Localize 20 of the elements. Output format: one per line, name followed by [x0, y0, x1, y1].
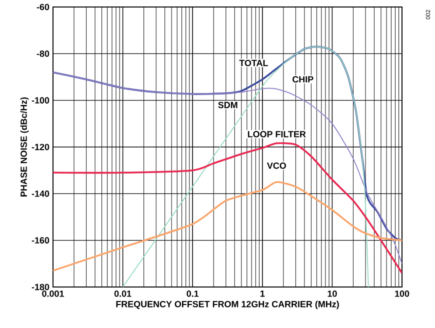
- y-tick-label: -180: [32, 284, 50, 290]
- series-label: LOOP FILTER: [248, 130, 306, 138]
- series-label: TOTAL: [239, 60, 268, 66]
- series-label: CHIP: [292, 76, 314, 83]
- y-tick-label: -120: [32, 144, 50, 150]
- series-label: VCO: [267, 162, 286, 169]
- y-tick-label: -100: [32, 97, 50, 104]
- y-tick-label: -140: [32, 190, 50, 197]
- y-tick-label: -160: [32, 237, 50, 244]
- x-tick-label: 10: [328, 290, 337, 297]
- y-tick-label: -80: [36, 50, 50, 57]
- y-axis-title: PHASE NOISE (dBc/Hz): [20, 97, 29, 196]
- x-tick-label: 0.01: [114, 290, 132, 297]
- x-tick-label: 0.001: [42, 290, 64, 297]
- x-tick-label: 1: [260, 290, 265, 297]
- x-tick-label: 100: [395, 290, 410, 297]
- x-tick-label: 0.1: [186, 290, 199, 297]
- series-label: SDM: [218, 102, 238, 108]
- y-tick-label: -60: [36, 4, 50, 10]
- x-axis-title: FREQUENCY OFFSET FROM 12GHz CARRIER (MHz): [116, 300, 339, 310]
